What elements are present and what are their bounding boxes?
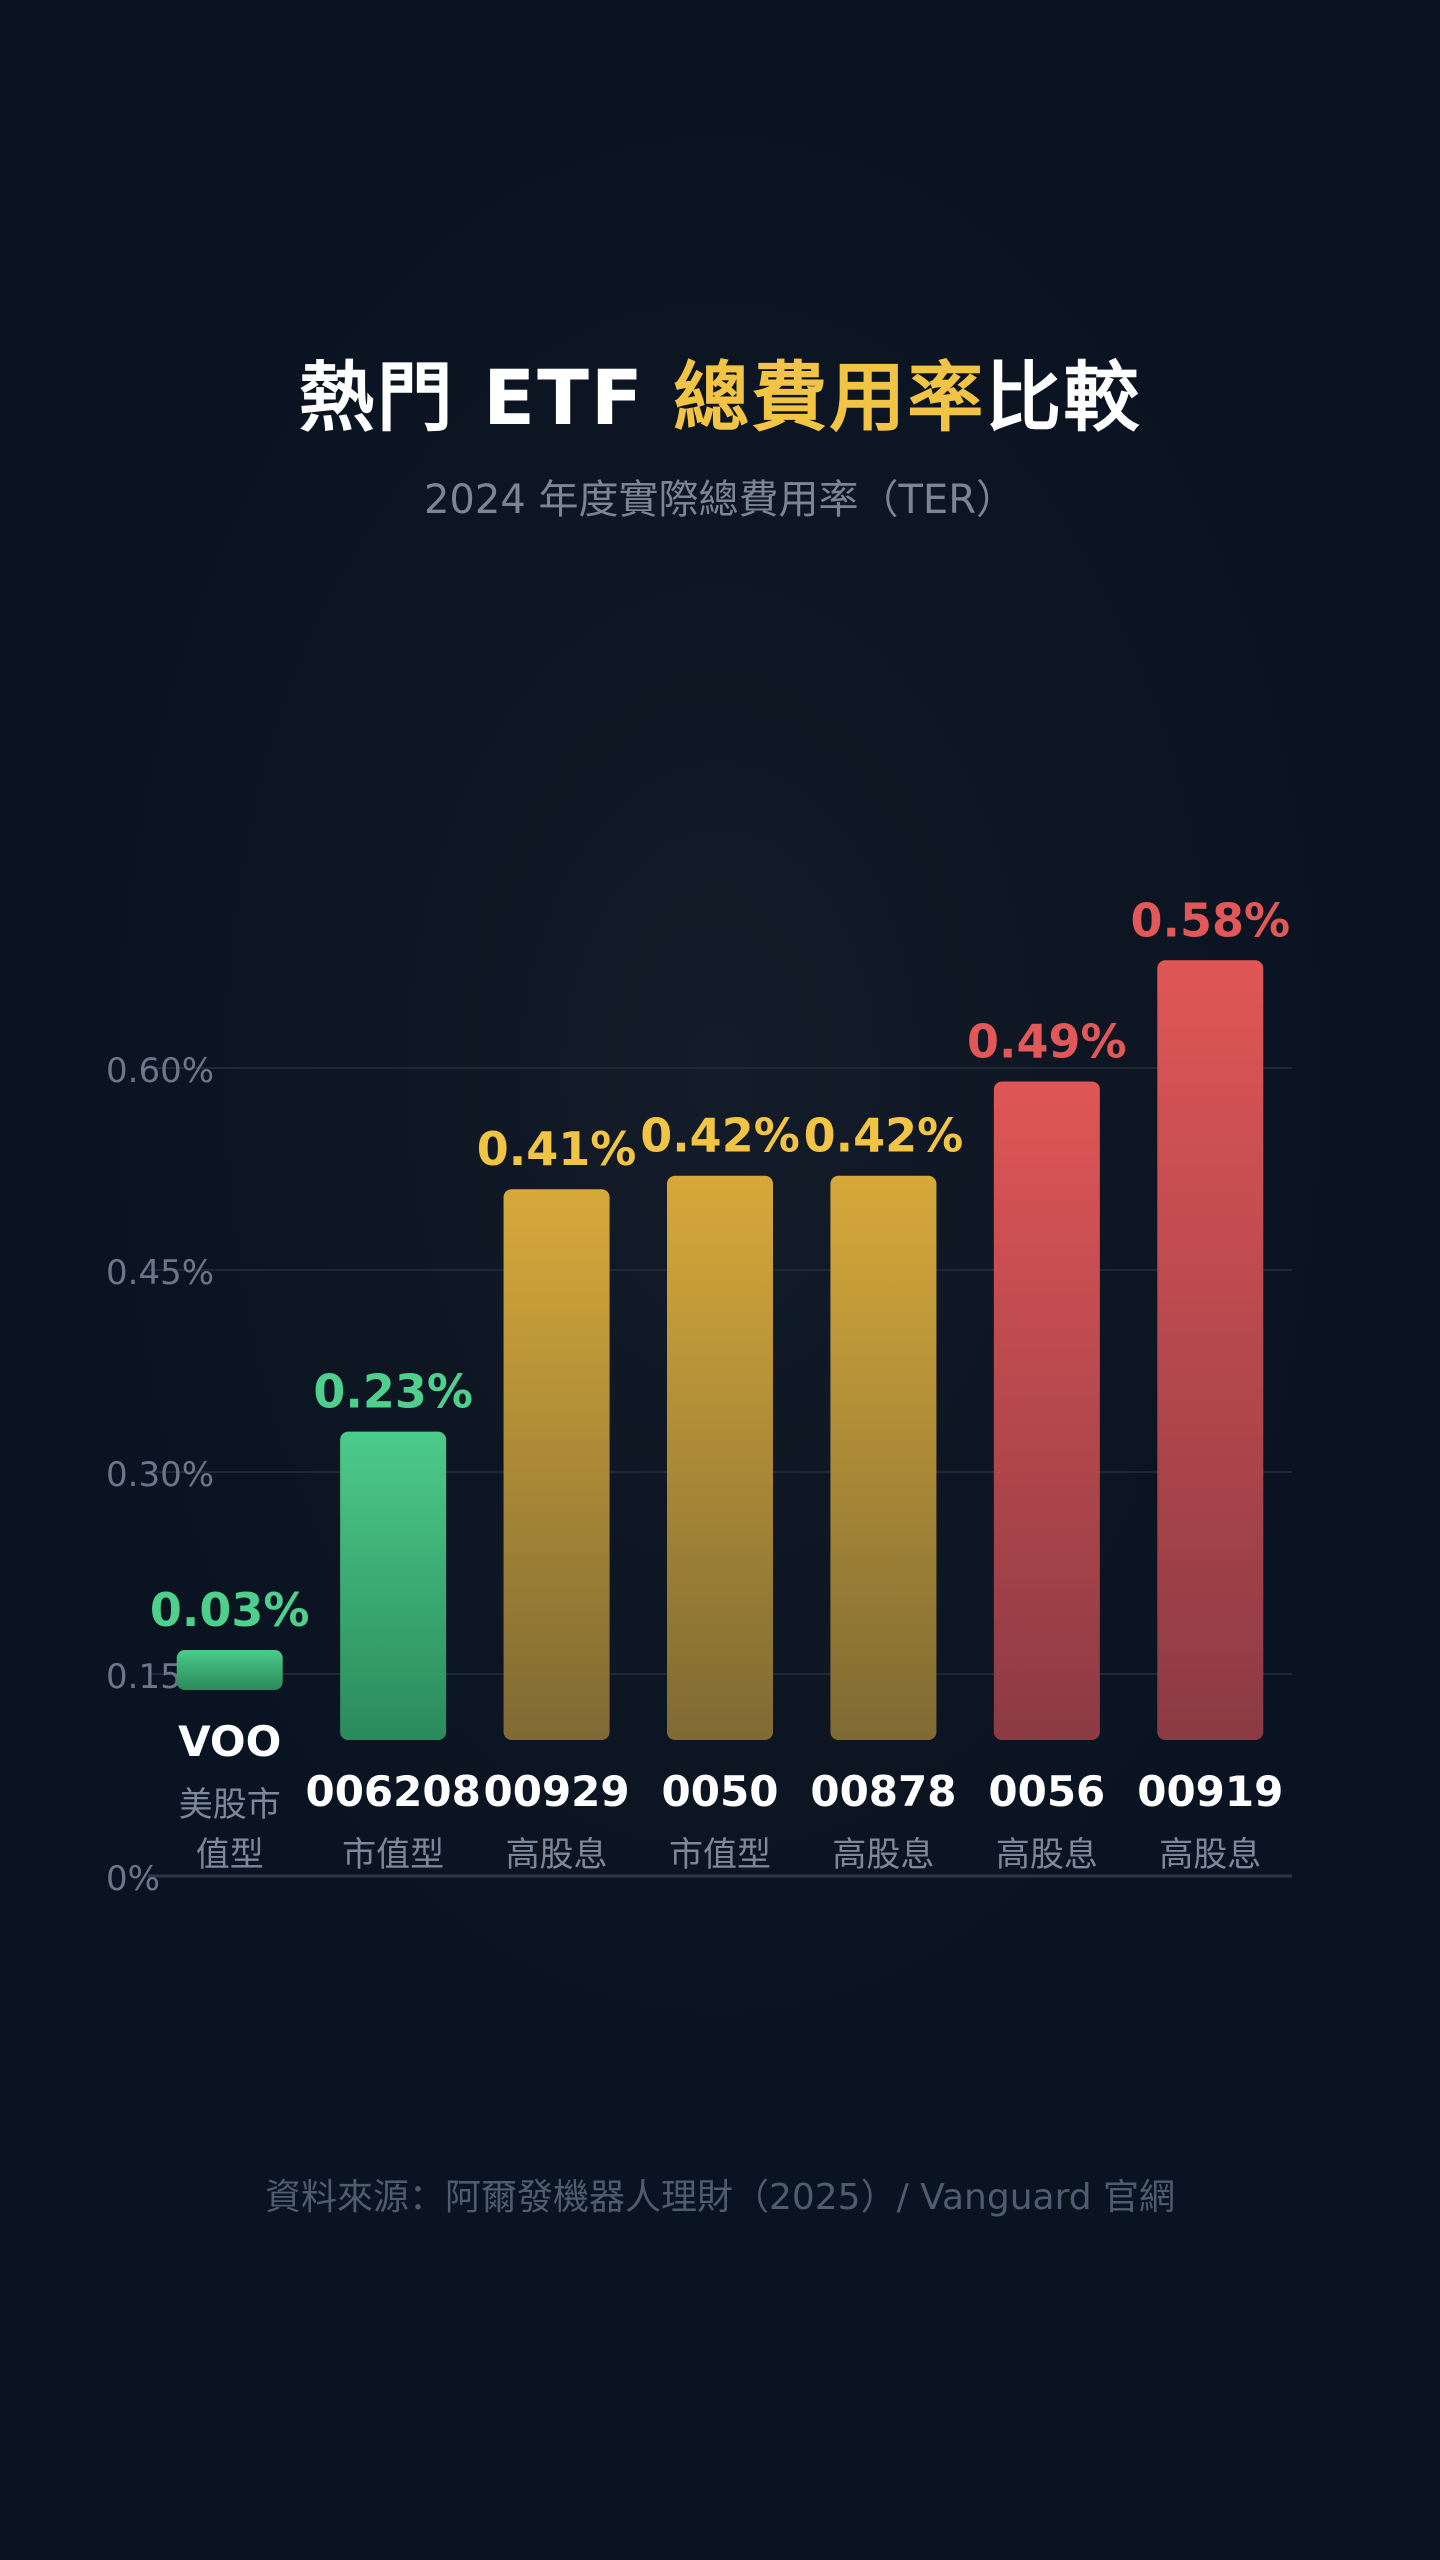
bar-0050 [667,1175,773,1740]
bars [176,960,1264,1740]
category-sublabel: 高股息 [1159,1835,1261,1875]
y-tick-label: 0.60% [106,1051,214,1091]
y-tick-label: 0.30% [106,1455,214,1495]
chart-title-prefix: 熱門 ETF [298,353,674,442]
y-tick-label: 0% [106,1859,160,1899]
category-label: 0056 [988,1767,1105,1816]
category-sublabel: 高股息 [506,1835,608,1875]
bar-VOO [176,1650,283,1690]
bar-00929 [503,1189,610,1740]
value-label: 0.03% [150,1583,310,1637]
category-label: VOO [178,1717,281,1766]
category-label: 0050 [662,1767,779,1816]
source-note: 資料來源：阿爾發機器人理財（2025）/ Vanguard 官網 [264,2177,1176,2218]
value-label: 0.42% [804,1109,964,1163]
value-label: 0.42% [640,1109,800,1163]
category-sublabel: 市值型 [669,1835,771,1875]
category-label: 00878 [810,1767,956,1816]
category-sublabel: 值型 [196,1835,264,1875]
value-label: 0.49% [967,1014,1127,1068]
bar-00878 [830,1175,937,1740]
value-label: 0.58% [1130,893,1290,947]
chart-title-highlight: 總費用率 [673,353,986,442]
category-sublabel: 美股市 [179,1785,281,1825]
y-axis: 0%0.15%0.30%0.45%0.60% [106,1051,214,1899]
bar-006208 [340,1431,447,1740]
category-sublabel: 高股息 [832,1835,934,1875]
bar-00919 [1157,960,1264,1740]
value-label: 0.23% [313,1365,473,1419]
bar-0056 [993,1081,1100,1740]
category-sublabel: 市值型 [342,1835,444,1875]
category-label: 00919 [1137,1767,1283,1816]
category-sublabel: 高股息 [996,1835,1098,1875]
chart-title: 熱門 ETF 總費用率比較 [0,352,1440,444]
value-label: 0.41% [477,1122,637,1176]
y-tick-label: 0.45% [106,1253,214,1293]
category-label: 006208 [305,1767,480,1816]
chart-subtitle: 2024 年度實際總費用率（TER） [423,477,1016,523]
category-label: 00929 [484,1767,630,1816]
chart-title-suffix: 比較 [985,353,1142,442]
